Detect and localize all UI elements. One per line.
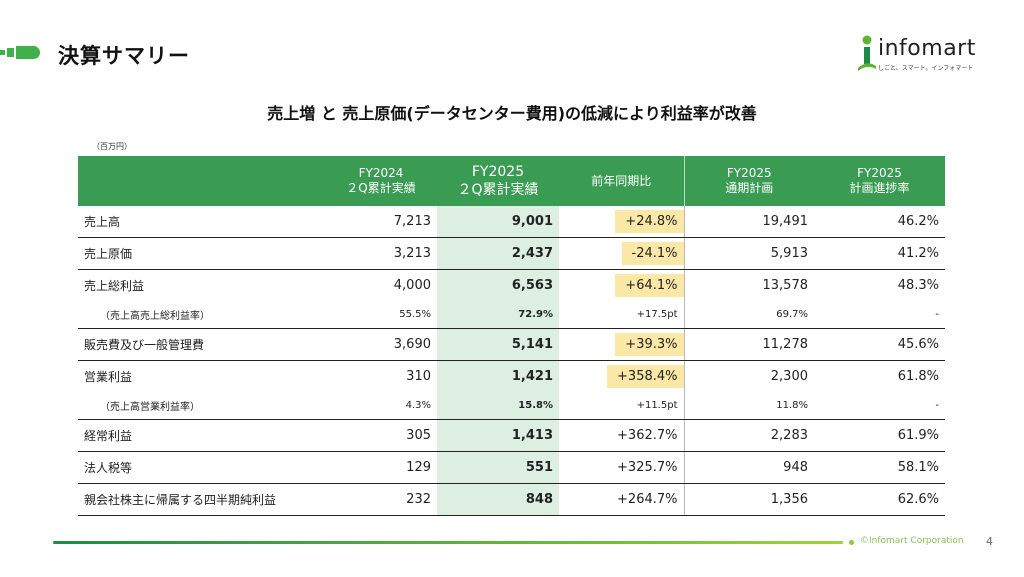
cell-fy2025: 551 [437,451,559,484]
header-yoy: 前年同期比 [559,156,684,206]
cell-progress: 41.2% [814,237,945,270]
cell-yoy: +24.8% [559,206,684,238]
header-fy2025-plan: FY2025 通期計画 [683,156,814,206]
row-label: （売上高営業利益率） [78,392,325,420]
table-row: （売上高売上総利益率） 55.5% 72.9% +17.5pt 69.7% - [78,301,945,329]
copyright-text: ©Infomart Corporation [860,536,964,546]
header-progress: FY2025 計画進捗率 [814,156,945,206]
cell-fy2025: 15.8% [437,392,559,420]
table-row: 売上高 7,213 9,001 +24.8% 19,491 46.2% [78,206,945,238]
footer-line [53,541,843,544]
cell-fy2024: 305 [325,419,437,452]
table-row: 売上原価 3,213 2,437 -24.1% 5,913 41.2% [78,237,945,270]
cell-yoy: +358.4% [559,361,684,393]
cell-progress: 58.1% [814,451,945,484]
table-row: 売上総利益 4,000 6,563 +64.1% 13,578 48.3% [78,269,945,302]
page-number: 4 [986,535,993,548]
cell-plan: 13,578 [683,269,814,301]
cell-fy2024: 3,690 [325,328,437,361]
cell-plan: 69.7% [683,301,814,329]
cell-yoy: +325.7% [559,451,684,484]
table-row: 親会社株主に帰属する四半期純利益 232 848 +264.7% 1,356 6… [78,483,945,516]
row-label: 営業利益 [84,370,133,384]
cell-plan: 948 [683,451,814,484]
row-label: 経常利益 [78,419,325,452]
cell-fy2024: 4,000 [393,278,431,293]
table-row: （売上高営業利益率） 4.3% 15.8% +11.5pt 11.8% - [78,392,945,420]
cell-fy2025: 9,001 [437,206,559,238]
cell-fy2025: 5,141 [437,328,559,361]
yoy-highlight: +64.1% [615,274,684,297]
cell-yoy: +362.7% [559,419,684,452]
cell-fy2025: 72.9% [437,301,559,329]
cell-fy2024: 4.3% [325,392,437,420]
cell-progress: 45.6% [814,328,945,361]
cell-fy2024: 3,213 [325,237,437,270]
header-label-cell [78,156,325,206]
cell-progress: 46.2% [814,206,945,238]
cell-yoy: +39.3% [559,328,684,361]
company-logo: infomart しごと、スマート。インフォマート [856,34,986,74]
yoy-highlight: -24.1% [621,242,684,265]
cell-progress: 61.9% [814,419,945,452]
cell-progress: 61.8% [897,369,939,384]
row-label: 法人税等 [78,451,325,484]
logo-wordmark: infomart [878,36,976,61]
cell-plan: 11,278 [683,328,814,361]
cell-fy2024: 232 [325,483,437,516]
row-label: 親会社株主に帰属する四半期純利益 [78,483,325,516]
row-label: 売上総利益 [84,279,145,293]
yoy-highlight: +358.4% [607,365,684,388]
cell-plan: 2,283 [683,419,814,452]
cell-plan: 19,491 [683,206,814,238]
table-row: 法人税等 129 551 +325.7% 948 58.1% [78,451,945,484]
yoy-highlight: +24.8% [615,210,684,233]
header-fy2025-actual: FY2025 ２Q累計実績 [437,156,559,206]
cell-fy2025: 2,437 [437,237,559,270]
cell-progress: 62.6% [814,483,945,516]
title-decoration [0,46,40,60]
cell-progress: - [814,392,945,420]
logo-tagline: しごと、スマート。インフォマート [878,65,974,72]
cell-plan: 2,300 [683,360,814,392]
header-fy2024: FY2024 ２Q累計実績 [325,156,437,206]
cell-plan: 11.8% [683,392,814,420]
cell-yoy: +64.1% [559,270,684,302]
financial-summary-table: FY2024 ２Q累計実績 FY2025 ２Q累計実績 前年同期比 FY2025 通期… [78,156,945,516]
cell-fy2025: 848 [437,483,559,516]
cell-fy2025: 1,421 [437,360,559,392]
logo-person-icon [858,35,876,71]
cell-fy2024: 129 [325,451,437,484]
cell-progress: 48.3% [897,278,939,293]
cell-yoy: +17.5pt [559,301,684,329]
unit-label: （百万円） [92,142,132,151]
row-label: 売上高 [78,206,325,238]
cell-plan: 5,913 [683,237,814,270]
row-label: 販売費及び一般管理費 [78,328,325,361]
slide-subtitle: 売上増 と 売上原価(データセンター費用)の低減により利益率が改善 [267,104,757,123]
table-row: 販売費及び一般管理費 3,690 5,141 +39.3% 11,278 45.… [78,328,945,361]
row-label: 売上原価 [78,237,325,270]
cell-yoy: +11.5pt [559,392,684,420]
cell-progress: - [814,301,945,329]
table-header-row: FY2024 ２Q累計実績 FY2025 ２Q累計実績 前年同期比 FY2025 通期… [78,156,945,206]
footer-dot [849,540,854,545]
cell-fy2024: 7,213 [325,206,437,238]
row-label: （売上高売上総利益率） [78,301,325,329]
yoy-highlight: +39.3% [615,333,684,356]
cell-fy2025: 1,413 [437,419,559,452]
cell-fy2024: 55.5% [325,301,437,329]
table-row: 経常利益 305 1,413 +362.7% 2,283 61.9% [78,419,945,452]
cell-yoy: -24.1% [559,237,684,270]
cell-plan: 1,356 [683,483,814,516]
page-title: 決算サマリー [58,44,190,68]
cell-yoy: +264.7% [559,483,684,516]
cell-fy2024: 310 [406,369,431,384]
table-row: 営業利益 310 1,421 +358.4% 2,300 61.8% [78,360,945,393]
cell-fy2025: 6,563 [437,269,559,301]
